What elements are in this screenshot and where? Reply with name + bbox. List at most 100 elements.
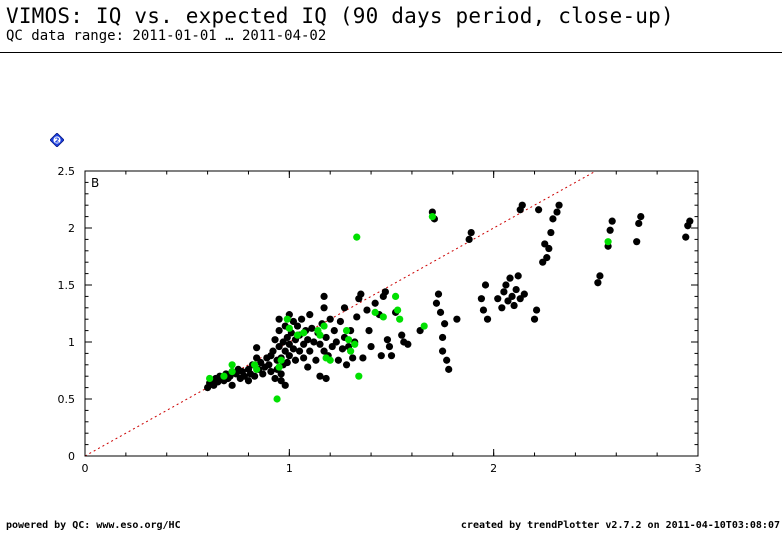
data-point <box>506 274 514 282</box>
data-point <box>377 352 385 360</box>
data-point <box>394 306 402 314</box>
data-point <box>443 356 451 364</box>
data-point <box>281 381 289 389</box>
data-point <box>363 306 371 314</box>
data-point <box>432 299 441 307</box>
data-point <box>467 228 475 237</box>
data-point <box>283 358 291 367</box>
data-point <box>518 201 526 209</box>
data-point <box>500 288 508 296</box>
data-point <box>320 322 328 330</box>
data-point <box>277 370 285 378</box>
data-point <box>267 368 275 376</box>
data-point <box>312 356 320 364</box>
data-point <box>310 338 318 346</box>
data-point <box>387 352 396 360</box>
data-point <box>479 306 488 314</box>
help-diamond-icon[interactable]: 2 <box>50 133 64 147</box>
plot-frame <box>84 170 699 457</box>
data-point <box>320 292 328 300</box>
data-point <box>465 235 473 243</box>
data-point <box>420 322 428 330</box>
y-tick-label: 1 <box>68 336 75 349</box>
reference-line-y-equals-x <box>85 171 597 456</box>
data-point <box>502 281 510 289</box>
data-point <box>277 356 285 364</box>
data-point <box>367 342 375 351</box>
data-point <box>300 329 308 337</box>
data-point <box>285 352 293 360</box>
data-point <box>304 363 312 371</box>
data-point <box>351 340 359 348</box>
data-point <box>441 320 449 328</box>
data-point <box>214 378 222 386</box>
data-point <box>543 254 551 262</box>
data-point <box>520 290 528 298</box>
page-title: VIMOS: IQ vs. expected IQ (90 days perio… <box>6 4 674 28</box>
data-point <box>349 354 357 362</box>
data-point <box>322 333 330 342</box>
data-point <box>682 233 690 241</box>
data-point <box>371 308 379 316</box>
x-tick-label: 1 <box>286 462 293 475</box>
data-point <box>320 304 328 312</box>
data-point <box>353 313 361 321</box>
data-point <box>293 322 302 330</box>
data-point <box>228 361 236 369</box>
data-point <box>383 336 392 344</box>
data-point <box>555 201 563 209</box>
footer-created-by: created by trendPlotter v2.7.2 on 2011-0… <box>460 520 780 531</box>
data-point <box>594 279 602 287</box>
data-point <box>483 315 492 323</box>
data-point <box>330 327 338 335</box>
data-point <box>438 347 447 355</box>
data-point <box>206 374 214 383</box>
data-point <box>275 327 283 335</box>
data-point <box>498 304 506 312</box>
data-point <box>271 336 279 344</box>
data-point <box>508 292 516 300</box>
data-point <box>381 288 389 296</box>
data-point <box>545 244 553 253</box>
data-point <box>269 347 277 355</box>
data-point <box>316 372 324 380</box>
data-point <box>438 333 447 342</box>
data-point <box>357 290 365 298</box>
data-point <box>326 315 334 323</box>
data-point <box>477 295 486 303</box>
data-point <box>228 381 236 389</box>
data-point <box>359 354 367 362</box>
data-point <box>308 324 316 332</box>
x-tick-label: 0 <box>82 462 89 475</box>
data-point <box>273 395 281 403</box>
data-point <box>228 368 236 376</box>
data-point <box>379 313 387 321</box>
data-point <box>322 374 330 383</box>
data-point <box>686 217 694 225</box>
data-point <box>342 327 351 335</box>
data-point <box>637 213 645 221</box>
y-tick-label: 2.5 <box>58 165 76 178</box>
data-point <box>336 317 345 326</box>
header-divider <box>0 52 782 53</box>
data-point <box>291 356 300 364</box>
data-point <box>436 308 445 316</box>
data-point <box>283 315 291 323</box>
data-point <box>265 361 273 369</box>
data-point <box>434 290 443 298</box>
data-point <box>250 372 259 380</box>
data-point <box>259 370 267 378</box>
data-point <box>300 354 308 362</box>
data-point <box>510 301 518 310</box>
data-point <box>220 372 228 380</box>
panel-label: B <box>91 176 99 190</box>
data-point <box>404 340 412 348</box>
data-point <box>428 213 436 221</box>
data-point <box>244 377 253 385</box>
x-tick-label: 3 <box>695 462 702 475</box>
data-point <box>253 344 261 352</box>
data-point <box>530 315 539 323</box>
data-point <box>332 338 340 346</box>
help-diamond-label: 2 <box>55 136 60 144</box>
